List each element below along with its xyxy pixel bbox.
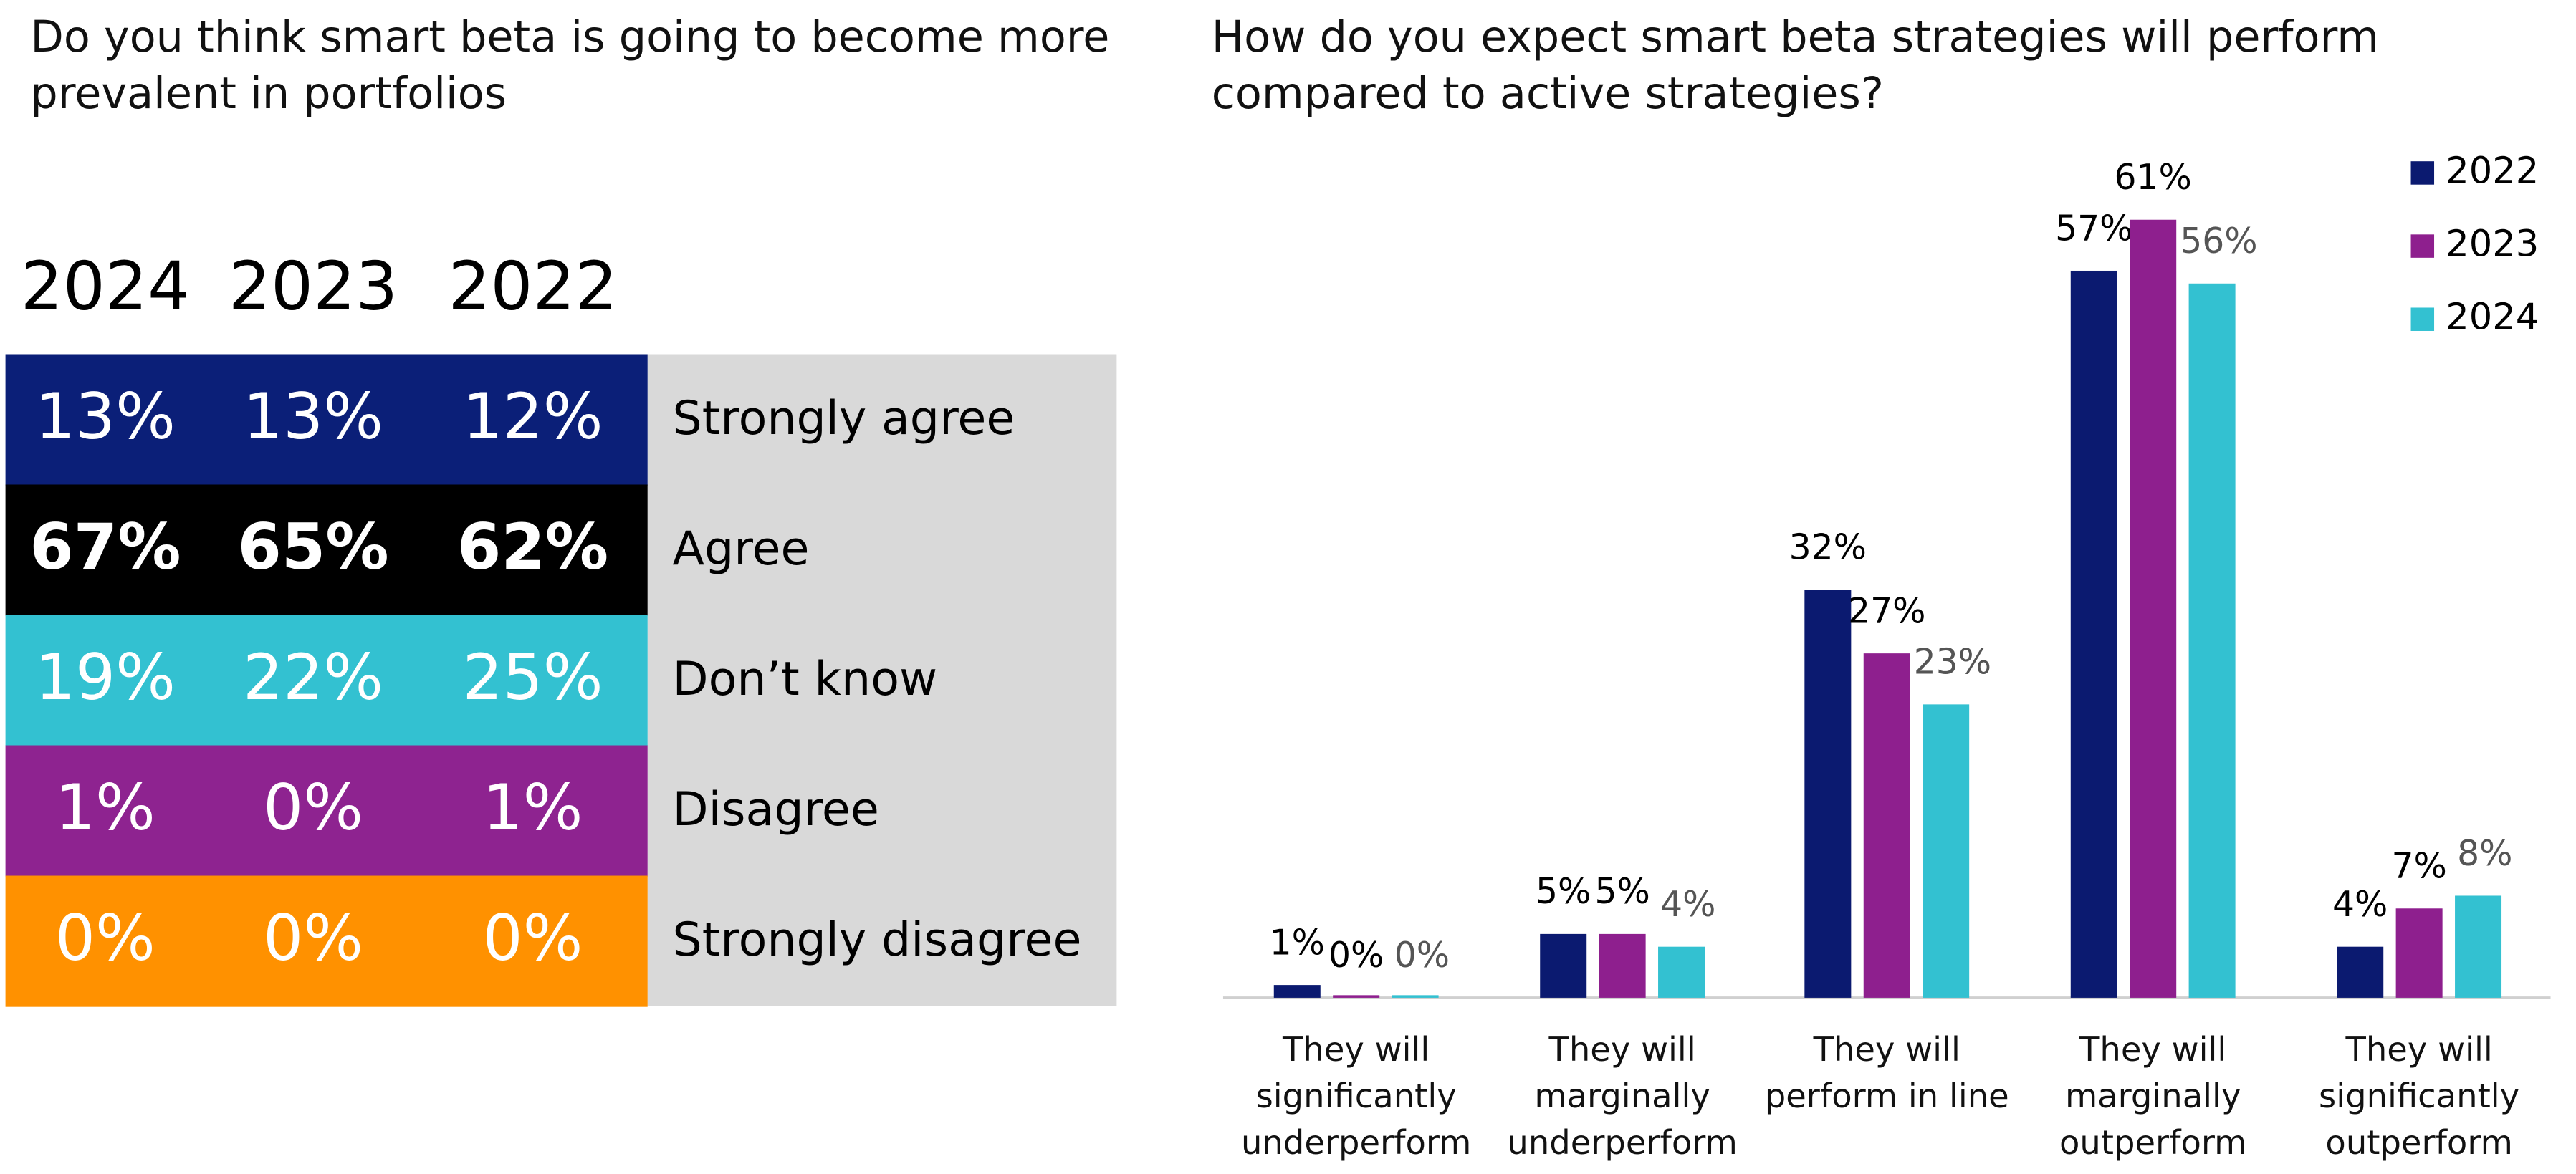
legend-swatch (2410, 307, 2435, 331)
cell-value: 65% (238, 510, 389, 584)
column-header: 2022 (448, 248, 617, 325)
cell-value: 13% (35, 380, 176, 453)
bar (1923, 704, 1970, 998)
legend-label: 2024 (2446, 297, 2539, 339)
cell-value: 0% (263, 901, 363, 975)
cell-value: 67% (29, 510, 181, 584)
x-tick-label: They will marginally underperform (1507, 1029, 1738, 1163)
value-label: 8% (2457, 834, 2512, 874)
value-label: 57% (2055, 208, 2132, 249)
bar (2337, 946, 2384, 998)
cell-value: 19% (35, 640, 176, 714)
row-band (5, 875, 648, 1007)
x-tick-label-box: They will significantly underperform (1240, 1029, 1472, 1163)
row-band (5, 745, 648, 877)
row-band (5, 354, 648, 486)
cell-value: 1% (483, 771, 583, 845)
row-band (5, 615, 648, 746)
bar (2395, 908, 2443, 998)
x-tick-label-box: They will perform in line (1764, 1029, 2009, 1116)
bar (2070, 270, 2117, 998)
x-tick-label-box: They will marginally underperform (1507, 1029, 1738, 1163)
row-label: Strongly disagree (673, 913, 1082, 967)
value-label: 4% (1660, 885, 1715, 925)
x-tick-label-box: They will marginally outperform (2059, 1029, 2247, 1163)
row-band (5, 484, 648, 616)
row-label: Disagree (673, 783, 879, 837)
bar (1804, 590, 1852, 998)
bar (1333, 995, 1380, 998)
chart-title: How do you expect smart beta strategies … (1211, 13, 2380, 120)
cell-value: 62% (457, 510, 608, 584)
value-label: 0% (1394, 935, 1450, 976)
cell-value: 0% (483, 901, 583, 975)
legend-swatch (2410, 234, 2435, 258)
x-tick-label: They will marginally outperform (2059, 1029, 2247, 1163)
cell-value: 12% (463, 380, 603, 453)
value-label: 1% (1270, 923, 1325, 963)
value-label: 61% (2115, 158, 2192, 198)
bar (1392, 995, 1439, 998)
row-label: Strongly agree (673, 392, 1015, 446)
bar (2130, 219, 2177, 998)
value-label: 0% (1328, 935, 1384, 976)
chart-title-box: How do you expect smart beta strategies … (1211, 13, 2380, 120)
column-header: 2024 (21, 248, 190, 325)
bar (1658, 946, 1705, 998)
value-label: 5% (1536, 872, 1591, 912)
bar (2455, 895, 2502, 998)
cell-value: 1% (55, 771, 155, 845)
x-tick-label: They will significantly underperform (1240, 1029, 1472, 1163)
label-panel (647, 354, 1117, 1006)
bar (1599, 933, 1646, 998)
cell-value: 0% (55, 901, 155, 975)
value-label: 4% (2332, 885, 2388, 925)
bar (1273, 985, 1321, 998)
value-label: 5% (1594, 872, 1649, 912)
x-tick-label-box: They will significantly outperform (2319, 1029, 2520, 1163)
row-label: Agree (673, 522, 810, 576)
value-label: 23% (1914, 643, 1991, 683)
cell-value: 0% (263, 771, 363, 845)
cell-value: 25% (463, 640, 603, 714)
value-label: 56% (2180, 221, 2257, 261)
x-tick-label: They will perform in line (1764, 1029, 2009, 1116)
row-label: Don’t know (673, 653, 938, 706)
cell-value: 22% (243, 640, 383, 714)
bar (1540, 933, 1587, 998)
x-tick-label: They will significantly outperform (2319, 1029, 2520, 1163)
legend-swatch (2410, 161, 2435, 185)
table-title: Do you think smart beta is going to beco… (30, 13, 1110, 120)
cell-value: 13% (243, 380, 383, 453)
value-label: 7% (2391, 847, 2446, 887)
bar (1863, 653, 1910, 998)
legend-label: 2022 (2446, 150, 2539, 192)
value-label: 27% (1848, 591, 1925, 631)
legend-label: 2023 (2446, 223, 2539, 266)
column-header: 2023 (229, 248, 398, 325)
table-title-box: Do you think smart beta is going to beco… (30, 13, 1110, 120)
bar (2188, 283, 2236, 998)
value-label: 32% (1789, 527, 1867, 567)
